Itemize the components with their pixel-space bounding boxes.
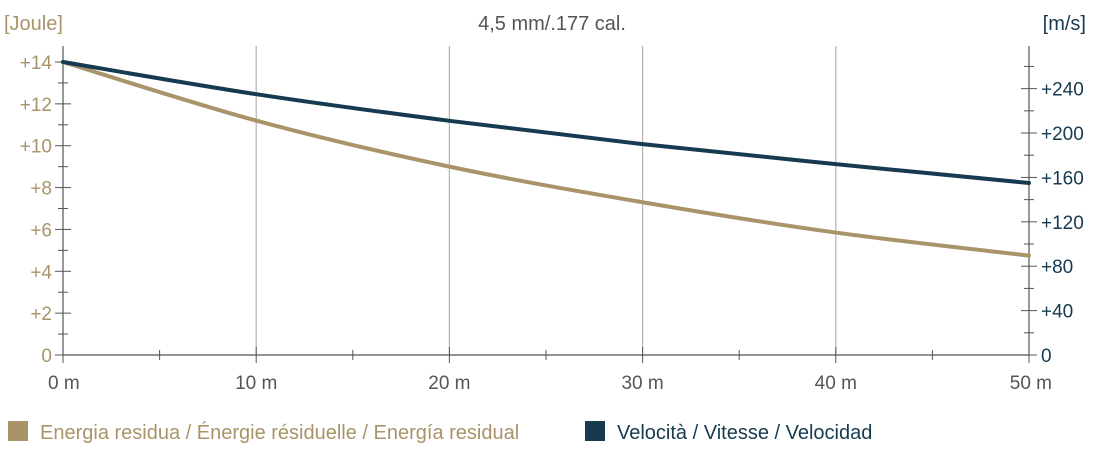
legend-label-energy: Energia residua / Énergie résiduelle / E… xyxy=(40,421,519,444)
left-tick-label: 0 xyxy=(41,346,52,367)
left-tick-label: +12 xyxy=(20,95,52,116)
right-tick-label: 0 xyxy=(1041,346,1052,367)
right-tick-label: +120 xyxy=(1041,213,1084,234)
chart-title: 4,5 mm/.177 cal. xyxy=(478,13,626,35)
right-tick-label: +40 xyxy=(1041,302,1073,323)
right-tick-label: +160 xyxy=(1041,168,1084,189)
right-axis-unit: [m/s] xyxy=(1043,13,1086,35)
right-tick-label: +240 xyxy=(1041,80,1084,101)
series-line-velocity xyxy=(61,60,1031,185)
x-tick-label: 20 m xyxy=(428,373,470,394)
grid-lines xyxy=(255,46,837,355)
right-tick-label: +200 xyxy=(1041,124,1084,145)
left-axis-unit: [Joule] xyxy=(4,13,63,35)
x-tick-label: 50 m xyxy=(1010,373,1052,394)
x-tick-label: 0 m xyxy=(48,373,80,394)
axes xyxy=(62,46,1030,356)
left-tick-label: +4 xyxy=(30,262,52,283)
series-line-energy xyxy=(61,60,1031,258)
x-tick-label: 30 m xyxy=(621,373,663,394)
legend: Energia residua / Énergie résiduelle / E… xyxy=(8,421,872,444)
x-tick-label: 40 m xyxy=(815,373,857,394)
left-tick-label: +10 xyxy=(20,137,52,158)
left-tick-label: +6 xyxy=(30,220,52,241)
x-tick-label: 10 m xyxy=(235,373,277,394)
legend-swatch-energy xyxy=(8,421,28,441)
series-lines xyxy=(61,60,1031,258)
left-tick-label: +8 xyxy=(30,179,52,200)
tick-labels: 0 +2 +4 +6 +8 +10 +12 +14 0 +40 +80 +120 +160 +200 +24… xyxy=(20,53,1084,394)
ticks xyxy=(55,61,1037,363)
legend-swatch-velocity xyxy=(585,421,605,441)
left-tick-label: +2 xyxy=(30,304,52,325)
right-tick-label: +80 xyxy=(1041,257,1073,278)
left-tick-label: +14 xyxy=(20,53,53,74)
legend-label-velocity: Velocità / Vitesse / Velocidad xyxy=(617,422,872,444)
